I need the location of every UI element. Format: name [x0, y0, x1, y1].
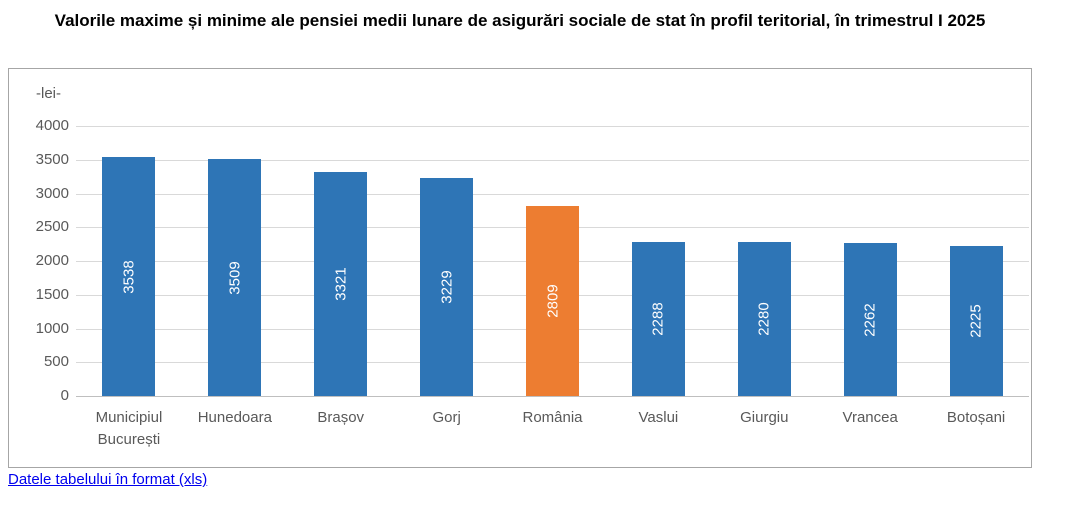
x-axis: Municipiul București Hunedoara Brașov Gorj R… — [76, 407, 1029, 451]
x-axis-line — [76, 396, 1029, 397]
y-axis-tick-label: 2000 — [35, 252, 69, 269]
chart-title: Valorile maxime și minime ale pensiei me… — [54, 11, 986, 30]
y-axis-tick-label: 2500 — [35, 218, 69, 236]
y-axis-tick-label: 3000 — [35, 184, 69, 202]
bar-value-label: 3509 — [226, 260, 244, 295]
gridline — [76, 159, 1029, 161]
bar: 3538 — [102, 157, 156, 396]
gridline — [76, 126, 1029, 127]
bar: 3321 — [314, 171, 368, 396]
category-label: România — [522, 409, 583, 426]
bar-value-label: 3229 — [438, 270, 456, 304]
bar: 2280 — [737, 242, 791, 396]
bar: 2262 — [843, 243, 897, 396]
y-axis-tick-label: 1000 — [35, 319, 69, 337]
bar-value-label: 2262 — [861, 302, 879, 337]
bar: 3509 — [208, 159, 262, 396]
category-label: Botoșani — [946, 409, 1006, 426]
category-label: Hunedoara — [197, 409, 272, 426]
xls-download-link[interactable]: Datele tabelului în format (xls) — [8, 471, 208, 488]
bar-value-label: 2225 — [967, 304, 985, 338]
bar-value-label: 3538 — [120, 259, 138, 294]
y-axis-tick-label: 4000 — [35, 117, 69, 134]
y-axis-tick-label: 3500 — [35, 150, 69, 168]
category-label: Brașov — [317, 409, 365, 426]
bar: 2225 — [949, 245, 1003, 396]
bar-value-label: 3321 — [332, 267, 350, 301]
bar: 3229 — [420, 178, 474, 396]
y-axis-tick-label: 500 — [43, 353, 69, 371]
bar: 2288 — [631, 241, 685, 396]
category-label: Vaslui — [638, 409, 679, 426]
bar: 2809 — [526, 206, 579, 396]
y-axis-tick-label: 1500 — [35, 285, 69, 303]
y-axis-tick-label: 0 — [60, 387, 69, 404]
bar-value-label: 2288 — [649, 302, 667, 336]
bar-value-label: 2809 — [544, 284, 561, 318]
gridline — [76, 193, 1029, 195]
y-axis-unit-label: -lei- — [36, 85, 61, 102]
category-label: Gorj — [432, 409, 461, 426]
bar-value-label: 2280 — [755, 302, 773, 336]
category-label: Giurgiu — [740, 409, 789, 426]
category-label: Vrancea — [842, 409, 898, 426]
chart-container: -lei- 4000 3500 3000 2500 2000 1500 1000 500 0 3… — [8, 68, 1032, 468]
category-label: Municipiul București — [95, 409, 163, 448]
